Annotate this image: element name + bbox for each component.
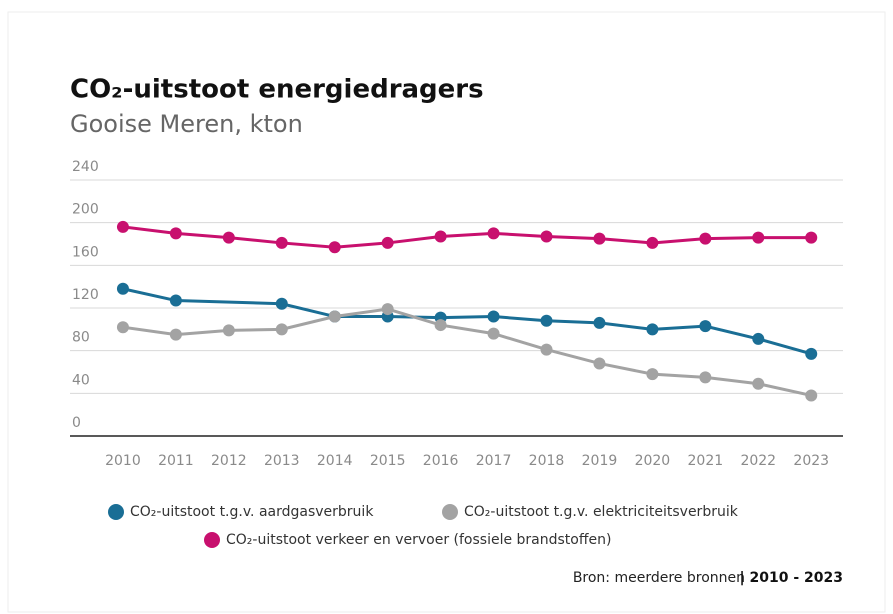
x-tick-label: 2010 [105, 453, 141, 469]
y-tick-label: 80 [72, 330, 90, 346]
point [328, 241, 341, 254]
series-line [122, 307, 812, 397]
point [116, 321, 129, 334]
legend-label: CO₂-uitstoot t.g.v. elektriciteitsverbru… [464, 504, 739, 520]
point [434, 230, 447, 243]
point [487, 310, 500, 323]
point [434, 319, 447, 332]
point [275, 297, 288, 310]
point [487, 327, 500, 340]
source: Bron: meerdere bronnen [573, 570, 745, 586]
x-tick-label: 2013 [264, 453, 300, 469]
point [169, 294, 182, 307]
x-tick-label: 2011 [158, 453, 194, 469]
y-tick-label: 120 [72, 287, 99, 303]
point [275, 236, 288, 249]
point [169, 227, 182, 240]
legend-marker [442, 504, 458, 520]
y-tick-label: 40 [72, 372, 90, 388]
point [593, 316, 606, 329]
point [699, 371, 712, 384]
point [222, 231, 235, 244]
point [805, 347, 818, 360]
point [540, 230, 553, 243]
x-tick-label: 2021 [688, 453, 724, 469]
point [540, 314, 553, 327]
x-tick-label: 2015 [370, 453, 406, 469]
point [646, 236, 659, 249]
point [699, 320, 712, 333]
point [593, 232, 606, 245]
point [116, 282, 129, 295]
point [752, 231, 765, 244]
point [275, 323, 288, 336]
legend-marker [204, 532, 220, 548]
x-tick-label: 2023 [793, 453, 829, 469]
point [487, 227, 500, 240]
legend-marker [108, 504, 124, 520]
point [328, 310, 341, 323]
x-tick-label: 2020 [635, 453, 671, 469]
series-line [122, 225, 812, 249]
point [222, 324, 235, 337]
point [381, 303, 394, 316]
point [805, 231, 818, 244]
point [752, 332, 765, 345]
x-tick-label: 2014 [317, 453, 353, 469]
chart-subtitle: Gooise Meren, kton [70, 110, 303, 138]
y-tick-label: 0 [72, 415, 81, 431]
point [116, 220, 129, 233]
y-tick-label: 240 [72, 159, 99, 175]
x-tick-label: 2022 [740, 453, 776, 469]
point [169, 328, 182, 341]
x-tick-label: 2018 [529, 453, 565, 469]
legend-label: CO₂-uitstoot verkeer en vervoer (fossiel… [226, 532, 611, 548]
point [593, 357, 606, 370]
point [540, 343, 553, 356]
point [646, 368, 659, 381]
point [381, 236, 394, 249]
x-tick-label: 2016 [423, 453, 459, 469]
legend-label: CO₂-uitstoot t.g.v. aardgasverbruik [130, 504, 374, 520]
x-tick-label: 2019 [582, 453, 618, 469]
point [752, 377, 765, 390]
x-tick-label: 2012 [211, 453, 247, 469]
point [646, 323, 659, 336]
y-tick-label: 160 [72, 244, 99, 260]
chart-title: CO₂-uitstoot energiedragers [70, 75, 484, 105]
x-tick-label: 2017 [476, 453, 512, 469]
period: | 2010 - 2023 [740, 570, 843, 586]
point [699, 232, 712, 245]
y-tick-label: 200 [72, 202, 99, 218]
point [805, 389, 818, 402]
